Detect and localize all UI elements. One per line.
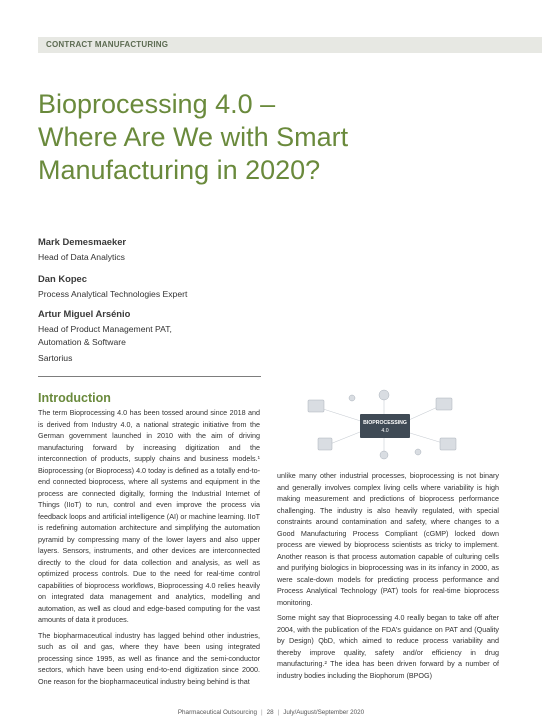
issue-date: July/August/September 2020 — [283, 709, 365, 716]
author-role: Head of Product Management PAT, — [38, 324, 172, 334]
divider — [38, 376, 261, 377]
intro-heading: Introduction — [38, 391, 111, 405]
paragraph: The biopharmaceutical industry has lagge… — [38, 630, 260, 686]
author-role: Process Analytical Technologies Expert — [38, 289, 188, 299]
connected-bioprocess-illustration-icon: BIOPROCESSING 4.0 — [307, 389, 457, 460]
author-name: Dan Kopec — [38, 273, 87, 284]
author-role-line-2: Automation & Software — [38, 337, 126, 347]
bioprocessing-figure: BIOPROCESSING 4.0 — [300, 388, 466, 460]
figure-label-panel — [360, 414, 410, 438]
paragraph: Some might say that Bioprocessing 4.0 re… — [277, 613, 499, 680]
author-role: Head of Data Analytics — [38, 252, 125, 262]
author-block: Dan Kopec Process Analytical Technologie… — [38, 273, 187, 301]
left-column: The term Bioprocessing 4.0 has been toss… — [38, 407, 260, 691]
publication-name: Pharmaceutical Outsourcing — [177, 709, 257, 716]
section-header-bar: CONTRACT MANUFACTURING — [38, 37, 542, 53]
right-column: unlike many other industrial processes, … — [277, 470, 499, 685]
paragraph: The term Bioprocessing 4.0 has been toss… — [38, 408, 260, 624]
author-block: Mark Demesmaeker Head of Data Analytics — [38, 236, 126, 264]
author-name: Artur Miguel Arsénio — [38, 308, 131, 319]
figure-label-line-2: 4.0 — [381, 428, 388, 434]
footer-separator: | — [260, 709, 263, 716]
figure-label-line-1: BIOPROCESSING — [363, 420, 407, 426]
affiliation: Sartorius — [38, 353, 73, 363]
title-line-2: Where Are We with Smart — [38, 122, 349, 152]
article-title: Bioprocessing 4.0 – Where Are We with Sm… — [38, 88, 498, 187]
section-label: CONTRACT MANUFACTURING — [46, 40, 169, 49]
paragraph: unlike many other industrial processes, … — [277, 471, 499, 607]
title-line-3: Manufacturing in 2020? — [38, 155, 321, 185]
author-block: Artur Miguel Arsénio Head of Product Man… — [38, 308, 172, 349]
author-name: Mark Demesmaeker — [38, 236, 127, 247]
page-number: 28 — [266, 709, 274, 716]
title-line-1: Bioprocessing 4.0 – — [38, 89, 276, 119]
page-footer: Pharmaceutical Outsourcing | 28 | July/Augus… — [0, 709, 542, 716]
footer-separator: | — [277, 709, 280, 716]
